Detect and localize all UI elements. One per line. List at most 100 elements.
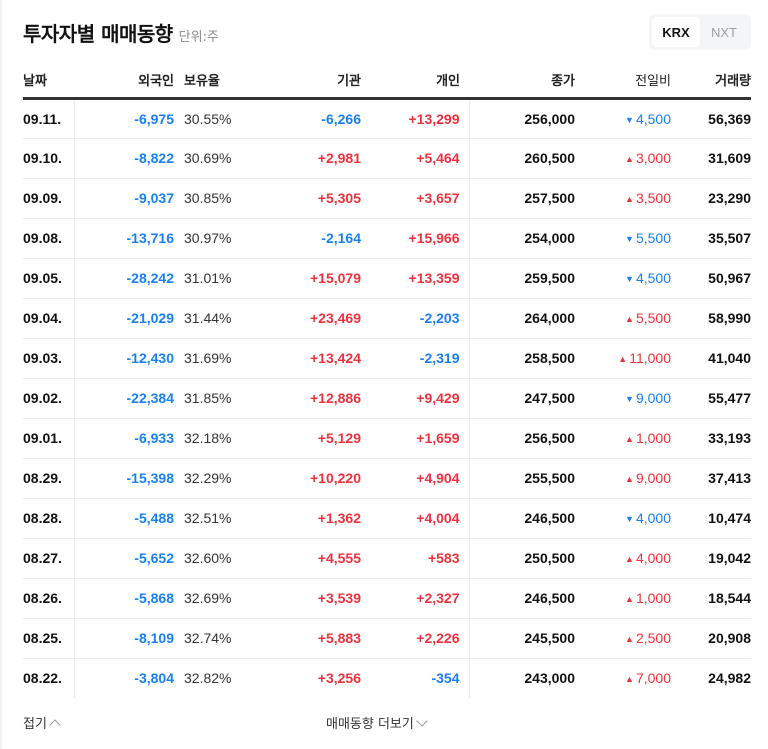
cell-holding: 32.18% [174,418,242,459]
cell-individual: +2,226 [361,618,470,659]
cell-institution: +1,362 [242,498,361,539]
table-row: 09.05. -28,242 31.01% +15,079 +13,359 259,500… [23,258,751,299]
table-row: 09.01. -6,933 32.18% +5,129 +1,659 256,500 ▲ 1,… [23,418,751,459]
change-value: 4,500 [635,110,671,127]
cell-foreign: -22,384 [74,378,174,419]
cell-individual: +5,464 [361,138,470,179]
cell-institution: +4,555 [242,538,361,579]
cell-change: ▼ 4,500 [575,258,671,299]
down-triangle-icon: ▼ [625,234,634,244]
down-triangle-icon: ▼ [625,514,634,524]
cell-date: 09.02. [23,378,75,419]
cell-holding: 31.44% [174,298,242,339]
cell-institution: +3,256 [317,670,361,687]
cell-holding: 30.69% [174,138,242,179]
cell-holding: 31.85% [174,378,242,419]
fold-button[interactable]: 접기 [23,713,61,732]
cell-foreign: -6,975 [74,98,174,139]
col-date: 날짜 [23,62,74,100]
cell-holding: 31.01% [174,258,242,299]
more-trading-button[interactable]: 매매동향 더보기 [326,713,428,732]
change-value: 4,000 [635,550,671,566]
cell-change: ▲ 4,000 [575,538,671,579]
cell-holding: 32.74% [174,618,242,659]
cell-individual: -354 [361,658,470,698]
table-row: 09.03. -12,430 31.69% +13,424 -2,319 258,500 ▲… [23,338,751,379]
up-triangle-icon: ▲ [625,474,634,484]
up-triangle-icon: ▲ [625,674,634,685]
cell-volume: 24,982 [708,670,751,687]
cell-change: ▲ 5,500 [575,298,671,339]
cell-volume: 58,990 [671,298,751,339]
cell-date: 09.11. [23,98,75,139]
chevron-down-icon [416,715,428,727]
cell-change: ▲ 3,500 [575,178,671,219]
cell-individual: +3,657 [361,178,470,219]
up-triangle-icon: ▲ [618,354,628,364]
cell-institution: +5,305 [242,178,361,219]
cell-change: ▼ 4,500 [575,98,671,139]
cell-foreign: -21,029 [74,298,174,339]
col-foreign: 외국인 [74,62,174,100]
cell-foreign: -5,868 [74,578,174,619]
table-row: 08.29. -15,398 32.29% +10,220 +4,904 255,500 ▲… [23,458,751,499]
cell-date: 09.08. [23,218,75,259]
cell-foreign: -15,398 [74,458,174,499]
cell-date: 09.03. [23,338,75,379]
cell-close: 246,500 [469,578,575,619]
cell-foreign: -9,037 [74,178,174,219]
market-nxt-button[interactable]: NXT [711,24,737,40]
cell-institution: +12,886 [242,378,361,419]
cell-close: 245,500 [469,618,575,659]
cell-foreign: -8,822 [74,138,174,179]
cell-change: ▲ 2,500 [575,618,671,659]
cell-date: 08.28. [23,498,75,539]
cell-institution: +13,424 [242,338,361,379]
table-row: 08.27. -5,652 32.60% +4,555 +583 250,500 ▲ 4,00… [23,538,751,579]
cell-date: 09.10. [23,138,75,179]
cell-volume: 37,413 [671,458,751,499]
cell-close: 255,500 [469,458,575,499]
cell-foreign: -6,933 [74,418,174,459]
cell-institution: -6,266 [242,98,361,139]
cell-date: 09.09. [23,178,75,219]
down-triangle-icon: ▼ [625,394,634,404]
cell-holding: 30.97% [174,218,242,259]
change-value: 2,500 [635,630,671,646]
cell-volume: 33,193 [671,418,751,459]
col-individual: 개인 [361,62,469,100]
table-row: 09.04. -21,029 31.44% +23,469 -2,203 264,000 ▲… [23,298,751,339]
table-row: 08.26. -5,868 32.69% +3,539 +2,327 246,500 ▲ 1,… [23,578,751,619]
panel-header: 투자자별 매매동향 단위:주 [23,18,219,48]
cell-volume: 18,544 [671,578,751,619]
cell-individual: +4,004 [361,498,470,539]
table-row: 09.10. -8,822 30.69% +2,981 +5,464 260,500 ▲ 3,… [23,138,751,179]
cell-close: 256,500 [469,418,575,459]
cell-date: 09.04. [23,298,75,339]
change-value: 5,500 [635,310,671,326]
cell-date: 09.05. [23,258,75,299]
col-volume: 거래량 [671,62,751,100]
table-header-row: 날짜 외국인 보유율 기관 개인 종가 전일비 거래량 [23,62,751,100]
cell-foreign: -13,716 [74,218,174,259]
cell-holding: 32.82% [184,670,232,687]
market-krx-button[interactable]: KRX [652,17,700,47]
cell-close: 260,500 [469,138,575,179]
cell-change: ▲ 3,000 [575,138,671,179]
cell-change: ▲ 7,000 [575,658,671,698]
cell-individual: -2,319 [361,338,470,379]
cell-change: ▼ 9,000 [575,378,671,419]
cell-volume: 31,609 [671,138,751,179]
cell-close: 264,000 [469,298,575,339]
up-triangle-icon: ▲ [625,314,634,324]
cell-volume: 35,507 [671,218,751,259]
cell-foreign: -8,109 [74,618,174,659]
up-triangle-icon: ▲ [625,194,634,204]
cell-institution: +5,883 [242,618,361,659]
change-value: 1,000 [635,430,671,446]
fold-label: 접기 [23,717,47,732]
cell-individual: +2,327 [361,578,470,619]
down-triangle-icon: ▼ [625,274,634,284]
cell-date: 08.26. [23,578,75,619]
cell-close: 256,000 [469,98,575,139]
